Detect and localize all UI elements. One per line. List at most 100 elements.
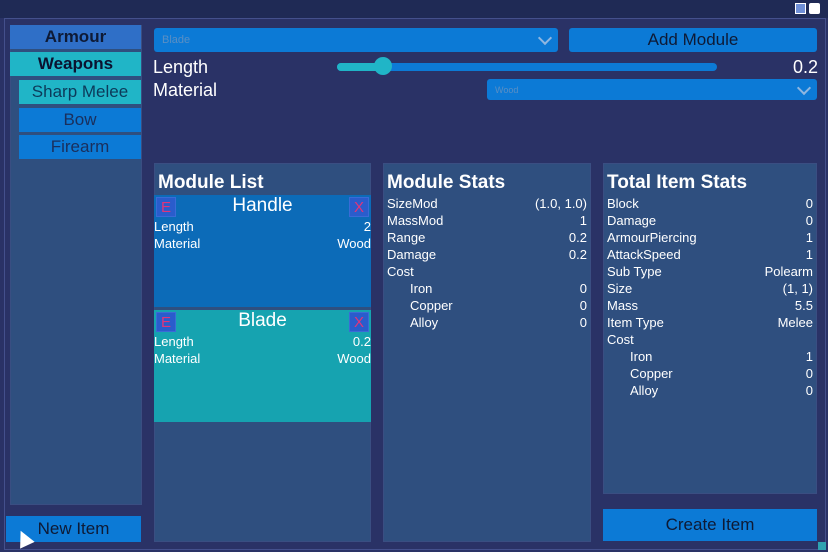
new-item-button[interactable]: New Item [6,516,141,542]
stat-value: 1 [805,230,813,245]
window-control-icon[interactable] [795,3,806,14]
stat-label: Size [607,281,633,296]
stat-row: AttackSpeed 1 [607,247,813,264]
length-slider-handle[interactable] [374,57,392,75]
stat-value: 1 [579,213,587,228]
resize-corner[interactable] [818,542,826,550]
module-card-row: Material Wood [154,236,371,251]
subtab-sharp-melee[interactable]: Sharp Melee [19,80,141,104]
stat-row: Copper 0 [607,366,813,383]
module-card-row: Length 2 [154,219,371,234]
add-module-button[interactable]: Add Module [569,28,817,52]
stat-label: Cost [607,332,634,347]
stat-value: (1.0, 1.0) [534,196,587,211]
stat-label: Block [607,196,639,211]
stat-value: Melee [777,315,813,330]
edit-module-button[interactable]: E [156,312,176,332]
stat-value: 0.2 [568,230,587,245]
stat-label: Sub Type [607,264,662,279]
module-stats-panel: Module Stats SizeMod (1.0, 1.0) MassMod 1 … [383,163,591,542]
stat-row: Block 0 [607,196,813,213]
module-card-title: Blade [238,310,287,331]
stat-label: Mass [607,298,639,313]
module-stats-title: Module Stats [387,172,506,193]
length-slider-fill [337,63,383,71]
subtab-firearm[interactable]: Firearm [19,135,141,159]
stat-label: Alloy [410,315,439,330]
module-card-blade[interactable]: Blade E X Length 0.2 Material Wood [154,310,371,422]
stat-label: Iron [630,349,653,364]
stat-row: Size (1, 1) [607,281,813,298]
stat-label: Alloy [630,383,659,398]
stat-value: 1 [805,349,813,364]
length-label: Length [153,57,209,77]
total-item-stats-panel: Total Item Stats Block 0 Damage 0 ArmourPi… [603,163,817,494]
total-item-stats-title: Total Item Stats [607,172,748,193]
sidebar-panel [10,25,142,505]
remove-module-button[interactable]: X [349,197,369,217]
module-type-dropdown-value: Blade [162,34,191,46]
window-frame [4,18,826,550]
stat-row: Sub Type Polearm [607,264,813,281]
stat-row: Damage 0.2 [387,247,587,264]
stat-row: Cost [607,332,813,349]
module-card-row-value: 0.2 [352,334,371,349]
stat-row: Alloy 0 [607,383,813,400]
stat-row: Alloy 0 [387,315,587,332]
window-toggle-icon[interactable] [809,3,820,14]
module-card-row-value: Wood [337,236,371,251]
remove-module-button[interactable]: X [349,312,369,332]
stat-value: 0 [579,315,587,330]
module-card-row-value: Wood [337,351,371,366]
stat-label: Copper [410,298,453,313]
module-card-row-label: Length [154,334,194,349]
subtab-bow[interactable]: Bow [19,108,141,132]
stat-label: Damage [387,247,437,262]
stat-label: Iron [410,281,433,296]
stat-label: Range [387,230,426,245]
stat-value: 0 [805,383,813,398]
stat-label: MassMod [387,213,444,228]
length-slider[interactable] [337,63,717,71]
stat-row: Iron 1 [607,349,813,366]
stat-label: Cost [387,264,414,279]
stat-row: Item Type Melee [607,315,813,332]
stat-row: Damage 0 [607,213,813,230]
stat-row: ArmourPiercing 1 [607,230,813,247]
stat-label: AttackSpeed [607,247,681,262]
stat-value: Polearm [764,264,813,279]
stat-value: 0 [579,298,587,313]
stat-value: 0 [805,366,813,381]
stat-label: ArmourPiercing [607,230,697,245]
stat-value: 0.2 [568,247,587,262]
stat-label: SizeMod [387,196,438,211]
create-item-button[interactable]: Create Item [603,509,817,541]
stat-value: 1 [805,247,813,262]
window-top-bar [0,0,828,18]
module-card-row-label: Material [154,351,201,366]
stat-row: Mass 5.5 [607,298,813,315]
module-list-title: Module List [158,172,264,193]
stat-value: (1, 1) [782,281,813,296]
module-card-row-value: 2 [363,219,371,234]
chevron-down-icon [796,80,812,95]
module-card-handle[interactable]: Handle E X Length 2 Material Wood [154,195,371,307]
stat-label: Damage [607,213,657,228]
stat-value: 0 [805,196,813,211]
module-card-title: Handle [232,195,293,216]
tab-armour[interactable]: Armour [10,25,141,49]
stat-value: 0 [805,213,813,228]
module-type-dropdown[interactable]: Blade [154,28,558,52]
material-dropdown[interactable]: Wood [487,79,817,100]
stat-value: 0 [579,281,587,296]
tab-weapons[interactable]: Weapons [10,52,141,76]
stat-row: MassMod 1 [387,213,587,230]
module-card-row-label: Material [154,236,201,251]
material-label: Material [153,80,218,100]
stat-row: Copper 0 [387,298,587,315]
stat-value: 5.5 [794,298,813,313]
edit-module-button[interactable]: E [156,197,176,217]
module-card-row: Material Wood [154,351,371,366]
stat-row: Iron 0 [387,281,587,298]
stat-label: Copper [630,366,673,381]
